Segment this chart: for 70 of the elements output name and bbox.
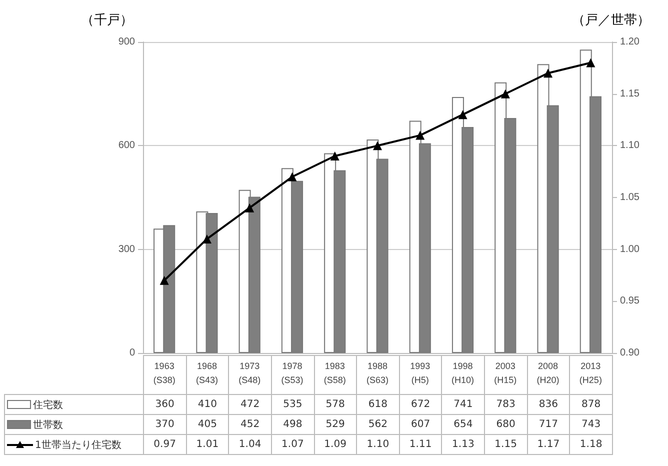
data-label: 1.17: [527, 434, 570, 454]
x-tick-label: 2013 (H25): [579, 361, 602, 385]
data-label: 370: [144, 414, 186, 434]
point: [544, 68, 553, 78]
data-label: 1.15: [484, 434, 528, 454]
y-axis-title: （千戸）: [81, 12, 133, 27]
data-label: 1.01: [186, 434, 229, 454]
data-label: 1.10: [356, 434, 400, 454]
x-tick-label: 1978 (S53): [281, 361, 304, 385]
data-label: 654: [442, 414, 484, 434]
point: [330, 152, 340, 161]
y-tick-label: 0: [129, 348, 136, 358]
data-label: 672: [399, 394, 442, 414]
y2-tick-label: 0.90: [620, 348, 640, 358]
x-tick-label: 2003 (H15): [494, 361, 517, 385]
x-tick-label: 1988 (S63): [366, 361, 389, 385]
x-tick-label: 1983 (S58): [324, 361, 346, 385]
data-label: 783: [484, 394, 528, 414]
data-label: 618: [356, 394, 400, 414]
data-label: 535: [271, 394, 314, 414]
point: [458, 110, 468, 120]
data-label: 529: [314, 414, 357, 434]
data-label: 743: [570, 414, 612, 434]
point: [373, 141, 382, 150]
y2-tick-label: 1.10: [620, 140, 640, 152]
x-tick-label: 1998 (H10): [452, 361, 474, 385]
y2-tick-label: 1.00: [620, 244, 640, 255]
data-label: 741: [442, 394, 484, 414]
y-tick-label: 300: [118, 244, 136, 255]
x-tick-label: 1968 (S43): [196, 361, 218, 385]
data-label: 498: [271, 414, 314, 434]
data-label: 680: [484, 414, 528, 434]
data-label: 1.11: [399, 434, 442, 454]
data-label: 360: [144, 394, 186, 414]
data-label: 878: [570, 394, 612, 414]
y2-tick-label: 1.15: [620, 88, 640, 100]
x-tick-label: 1993 (H5): [410, 361, 430, 385]
data-label: 1.13: [442, 434, 484, 454]
legend-label: 1世帯当たり住宅数: [35, 440, 122, 450]
y-tick-label: 900: [118, 36, 136, 48]
data-label: 717: [527, 414, 570, 434]
data-label: 607: [399, 414, 442, 434]
data-label: 836: [527, 394, 570, 414]
x-tick-label: 1973 (S48): [238, 361, 261, 385]
y-tick-label: 600: [118, 140, 136, 152]
data-label: 1.04: [228, 434, 272, 454]
data-label: 1.18: [570, 434, 612, 454]
data-label: 0.97: [144, 434, 186, 454]
point: [500, 89, 510, 98]
data-label: 410: [186, 394, 229, 414]
data-label: 562: [356, 414, 400, 434]
point: [245, 203, 254, 212]
y2-tick-label: 1.05: [620, 192, 640, 203]
x-tick-label: 2008 (H20): [536, 361, 560, 385]
y2-tick-label: 1.20: [620, 36, 640, 48]
data-label: 1.09: [314, 434, 357, 454]
data-label: 452: [228, 414, 272, 434]
data-label: 405: [186, 414, 229, 434]
point: [586, 58, 596, 68]
data-label: 578: [314, 394, 357, 414]
y2-tick-label: 0.95: [620, 296, 640, 307]
legend-label: 世帯数: [33, 420, 63, 430]
y2-axis-title: （戸／世帯）: [572, 12, 650, 27]
data-label: 472: [228, 394, 272, 414]
point: [416, 130, 425, 140]
point: [288, 172, 297, 182]
point: [160, 276, 169, 285]
legend-label: 住宅数: [33, 400, 63, 410]
x-tick-label: 1963 (S38): [153, 361, 176, 385]
data-label: 1.07: [271, 434, 314, 454]
